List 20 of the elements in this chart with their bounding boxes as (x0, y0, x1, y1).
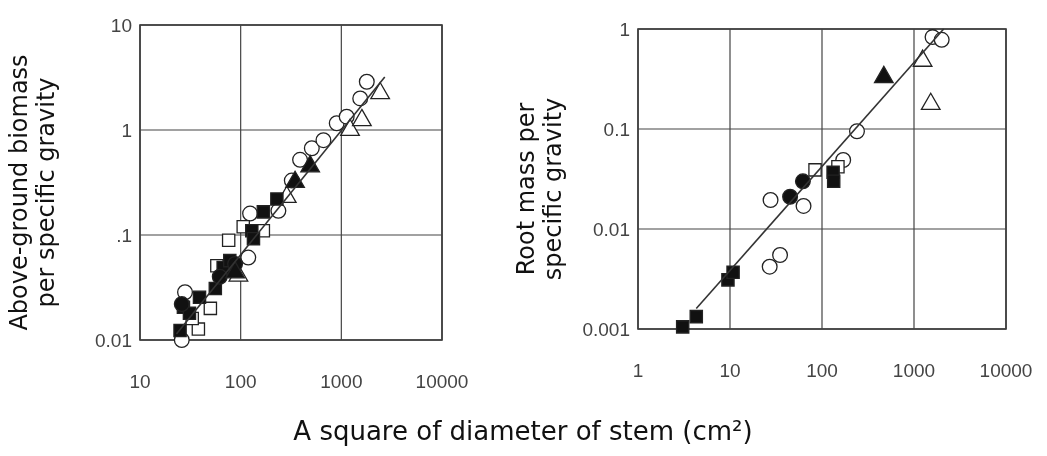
y-tick-label: 0.01 (593, 218, 630, 240)
x-tick-label: 10000 (979, 360, 1033, 381)
y-tick-label: 10 (110, 14, 132, 36)
x-tick-label: 10000 (415, 371, 469, 392)
y-tick-label: 0.01 (95, 329, 132, 351)
x-axis-title: A square of diameter of stem (cm²) (293, 416, 753, 446)
y-tick-label: .1 (116, 224, 132, 246)
y-axis-title: Root mass per specific gravity (511, 97, 568, 281)
x-tick-label: 10 (719, 360, 741, 381)
x-tick-label: 1000 (892, 360, 936, 381)
x-tick-label: 1000 (320, 371, 363, 392)
y-tick-label: 1 (121, 119, 132, 141)
y-axis-title: Above-ground biomass per specific gravity (4, 54, 61, 331)
y-tick-label: 0.1 (603, 118, 630, 140)
x-tick-label: 10 (129, 371, 151, 392)
y-tick-label: 1 (619, 18, 630, 40)
x-tick-label: 100 (224, 371, 257, 392)
x-tick-label: 100 (806, 360, 838, 381)
y-tick-label: 0.001 (582, 318, 630, 340)
x-tick-label: 1 (632, 360, 644, 381)
